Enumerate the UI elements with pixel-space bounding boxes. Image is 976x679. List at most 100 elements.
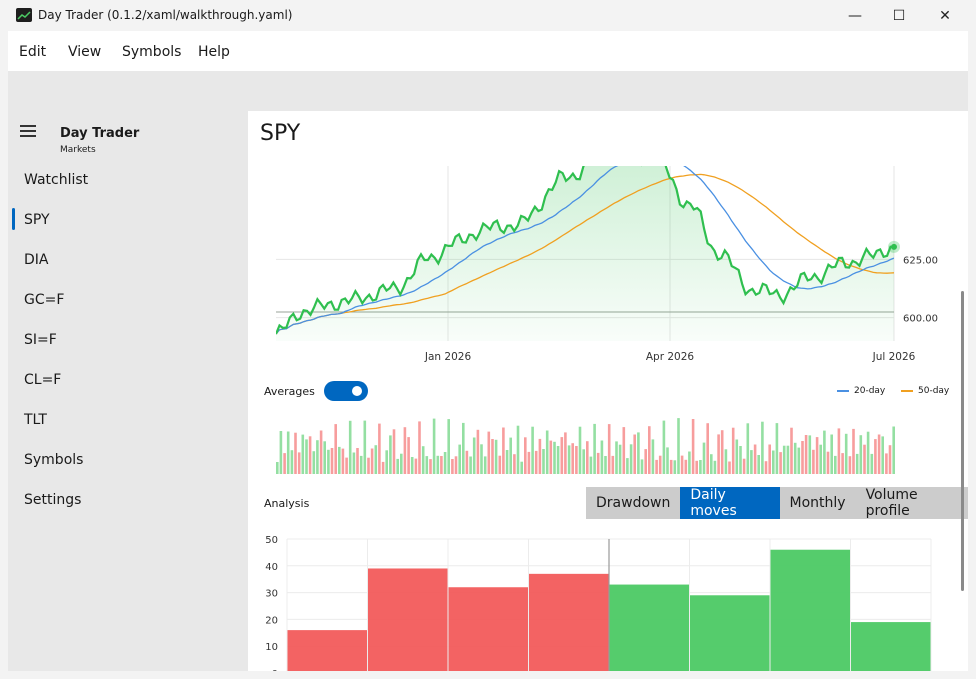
volume-bar bbox=[491, 439, 494, 474]
legend-swatch-50-day bbox=[901, 390, 913, 392]
volume-bar bbox=[651, 439, 655, 474]
volume-bar bbox=[505, 450, 509, 474]
volume-bar bbox=[556, 446, 560, 474]
title-bar: Day Trader (0.1.2/xaml/walkthrough.yaml)… bbox=[0, 0, 976, 31]
menu-view[interactable]: View bbox=[68, 44, 102, 60]
analysis-label: Analysis bbox=[264, 497, 310, 510]
volume-bar bbox=[779, 452, 782, 474]
volume-bar bbox=[425, 456, 429, 474]
menu-help[interactable]: Help bbox=[198, 44, 230, 60]
sidebar-item-settings[interactable]: Settings bbox=[24, 492, 82, 508]
moves-y-tick-label: 10 bbox=[265, 642, 278, 653]
tab-volume-profile[interactable]: Volume profile bbox=[855, 487, 968, 519]
volume-bar bbox=[731, 427, 735, 474]
volume-bar bbox=[524, 437, 527, 474]
tab-monthly[interactable]: Monthly bbox=[779, 487, 856, 519]
volume-bar bbox=[863, 444, 866, 474]
volume-bar bbox=[637, 432, 640, 474]
volume-bar bbox=[345, 457, 348, 474]
volume-bar bbox=[859, 435, 863, 474]
volume-bar bbox=[757, 455, 760, 474]
volume-bar bbox=[877, 434, 881, 474]
moves-bar bbox=[609, 584, 689, 671]
sidebar-item-gcf[interactable]: GC=F bbox=[24, 292, 65, 308]
volume-bar bbox=[855, 453, 859, 474]
legend-label-50-day: 50-day bbox=[918, 386, 950, 396]
sidebar-item-spy[interactable]: SPY bbox=[24, 212, 50, 228]
volume-bar bbox=[706, 423, 709, 474]
menu-edit[interactable]: Edit bbox=[19, 44, 47, 60]
volume-bar bbox=[717, 434, 720, 474]
volume-bar bbox=[494, 439, 498, 474]
sidebar-item-tlt[interactable]: TLT bbox=[24, 412, 47, 428]
volume-bar bbox=[852, 428, 855, 474]
volume-bar bbox=[542, 449, 545, 474]
volume-bar bbox=[768, 444, 771, 474]
price-chart[interactable]: Jan 2026 Apr 2026 Jul 2026 600.00 625.00 bbox=[276, 145, 938, 363]
hamburger-menu-icon[interactable] bbox=[20, 125, 36, 137]
volume-bar bbox=[695, 460, 698, 474]
volume-bar bbox=[808, 435, 812, 474]
vertical-scrollbar[interactable] bbox=[961, 291, 964, 591]
price-plot-area bbox=[276, 166, 894, 341]
volume-bar bbox=[582, 449, 585, 474]
volume-bar bbox=[443, 452, 447, 474]
tab-daily-moves[interactable]: Daily moves bbox=[680, 487, 780, 519]
sidebar-item-dia[interactable]: DIA bbox=[24, 252, 49, 268]
volume-bar bbox=[276, 462, 279, 474]
tab-drawdown[interactable]: Drawdown bbox=[586, 487, 681, 519]
volume-bar bbox=[396, 458, 399, 474]
volume-bar bbox=[680, 455, 684, 474]
sidebar-item-clf[interactable]: CL=F bbox=[24, 372, 62, 388]
legend-50-day: 50-day bbox=[901, 386, 949, 396]
maximize-button[interactable]: ☐ bbox=[892, 7, 906, 24]
volume-bar bbox=[735, 439, 739, 474]
legend-20-day: 20-day bbox=[837, 386, 885, 396]
volume-bar bbox=[487, 431, 491, 474]
volume-bar bbox=[516, 425, 520, 474]
minimize-button[interactable]: — bbox=[848, 7, 862, 24]
volume-bar bbox=[472, 437, 476, 474]
volume-bar bbox=[626, 458, 629, 474]
volume-bar bbox=[688, 451, 691, 474]
volume-bar bbox=[790, 427, 793, 474]
averages-toggle[interactable] bbox=[324, 381, 368, 401]
volume-bar bbox=[531, 426, 534, 474]
volume-bar bbox=[874, 439, 877, 474]
volume-bar bbox=[440, 456, 443, 474]
volume-bar bbox=[644, 449, 647, 474]
volume-bar bbox=[804, 435, 808, 474]
volume-bar bbox=[658, 455, 662, 474]
volume-bar bbox=[596, 452, 600, 474]
volume-bar bbox=[301, 434, 305, 474]
volume-bar bbox=[549, 440, 553, 474]
moves-bar bbox=[448, 587, 528, 671]
sidebar: Day Trader Markets Watchlist SPY DIA GC=… bbox=[8, 111, 248, 671]
volume-bar bbox=[400, 453, 403, 474]
moves-y-tick-label: 20 bbox=[265, 615, 278, 626]
volume-bar bbox=[720, 430, 724, 474]
volume-bar bbox=[502, 427, 505, 474]
sidebar-title: Day Trader bbox=[60, 126, 140, 141]
menu-symbols[interactable]: Symbols bbox=[122, 44, 182, 60]
volume-bar bbox=[410, 457, 414, 474]
moves-y-tick-label: 0 bbox=[272, 669, 278, 671]
sidebar-item-symbols[interactable]: Symbols bbox=[24, 452, 84, 468]
volume-bar bbox=[567, 445, 571, 474]
daily-moves-chart[interactable]: 0 10 20 30 40 50 bbox=[265, 535, 932, 671]
sidebar-item-watchlist[interactable]: Watchlist bbox=[24, 172, 89, 188]
volume-bar bbox=[279, 431, 283, 474]
volume-chart bbox=[276, 418, 895, 474]
volume-bar bbox=[782, 445, 786, 474]
close-button[interactable]: ✕ bbox=[939, 7, 951, 24]
volume-bar bbox=[761, 421, 764, 474]
volume-bar bbox=[739, 446, 742, 474]
sidebar-item-sif[interactable]: SI=F bbox=[24, 332, 57, 348]
volume-bar bbox=[728, 461, 731, 474]
volume-bar bbox=[359, 455, 363, 474]
x-tick-label: Jul 2026 bbox=[872, 351, 916, 363]
volume-bar bbox=[812, 449, 815, 474]
window-title: Day Trader (0.1.2/xaml/walkthrough.yaml) bbox=[38, 8, 293, 22]
volume-bar bbox=[618, 444, 622, 474]
moves-bar bbox=[851, 622, 931, 671]
